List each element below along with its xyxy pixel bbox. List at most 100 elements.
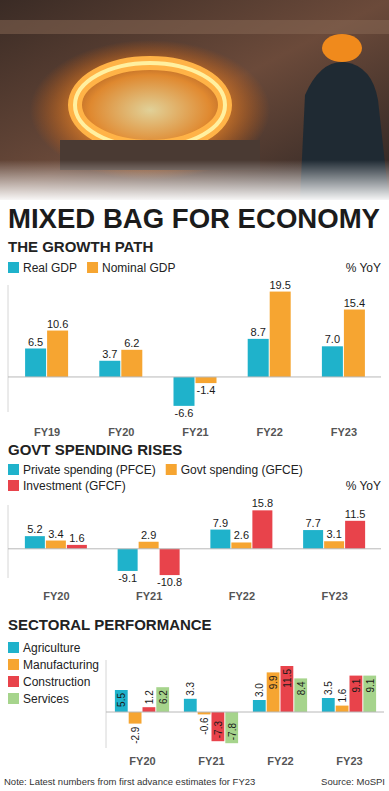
data-label: 3.7 [102, 348, 117, 360]
data-label: 7.9 [213, 517, 228, 529]
data-label: 2.6 [234, 529, 249, 541]
bar [345, 521, 365, 549]
data-label: 11.5 [345, 508, 366, 520]
category-label: FY23 [331, 426, 357, 438]
bar [47, 331, 68, 377]
axis-line [106, 660, 107, 748]
data-label: -10.8 [157, 576, 182, 588]
data-label: 6.2 [124, 337, 139, 349]
data-label: 2.9 [141, 529, 156, 541]
chart: THE GROWTH PATHReal GDPNominal GDP% YoY6… [8, 238, 381, 438]
bar [225, 712, 238, 743]
legend-swatch [8, 642, 19, 653]
bar [99, 361, 120, 377]
legend-label: Investment (GFCF) [23, 479, 126, 493]
bar [322, 698, 335, 712]
data-label: 15.4 [344, 297, 365, 309]
legend-swatch [8, 693, 19, 704]
category-label: FY21 [198, 755, 224, 767]
data-label: 9.1 [365, 678, 376, 692]
photo-beam [0, 20, 389, 34]
chart: GOVT SPENDING RISES Private spending (PFC… [8, 441, 381, 602]
data-label: -7.8 [227, 723, 238, 741]
bar [46, 541, 66, 549]
data-labels: 5.53.33.03.5-2.9-0.69.91.61.2-7.311.59.1… [116, 669, 375, 744]
category-label: FY20 [108, 426, 134, 438]
legend-swatch [8, 480, 19, 491]
bar [270, 292, 291, 377]
bar [174, 377, 195, 406]
data-label: 9.9 [268, 675, 279, 689]
bar [322, 346, 343, 377]
bar [253, 700, 266, 712]
data-label: 5.5 [116, 693, 127, 707]
data-label: 5.2 [27, 523, 42, 535]
data-label: 3.5 [323, 681, 334, 695]
bar [160, 549, 180, 575]
bar [294, 678, 307, 712]
photo-fade [0, 160, 389, 202]
legend-label: Real GDP [23, 261, 77, 275]
data-label: -1.4 [197, 384, 216, 396]
category-label: FY22 [257, 426, 283, 438]
bar [210, 530, 230, 549]
category-label: FY23 [321, 590, 347, 602]
baseline [106, 712, 384, 713]
data-label: -0.6 [199, 717, 210, 735]
data-label: 7.7 [305, 517, 320, 529]
data-label: -9.1 [118, 572, 137, 584]
data-label: -2.9 [130, 726, 141, 744]
data-label: 1.6 [337, 688, 348, 702]
bar [363, 676, 376, 712]
baseline [8, 548, 381, 549]
data-label: 9.1 [351, 678, 362, 692]
category-label: FY22 [229, 590, 255, 602]
legend-swatch [166, 464, 177, 475]
bar [25, 349, 46, 377]
bars [25, 292, 365, 406]
category-label: FY22 [267, 755, 293, 767]
bar [184, 699, 197, 712]
legend-label: Nominal GDP [102, 261, 175, 275]
data-label: 6.2 [158, 690, 169, 704]
photo-glow [30, 40, 270, 180]
data-label: 10.6 [47, 318, 68, 330]
data-label: 15.8 [252, 497, 273, 509]
bar [252, 510, 272, 548]
legend-label: Govt spending (GFCE) [181, 463, 303, 477]
chart-title: GOVT SPENDING RISES [8, 441, 182, 458]
bar [156, 687, 169, 712]
axis-line [8, 505, 9, 578]
bar [118, 549, 138, 571]
bar [336, 706, 349, 712]
data-label: 6.5 [28, 336, 43, 348]
category-label: FY20 [43, 590, 69, 602]
photo-coil [75, 63, 225, 147]
bar [25, 536, 45, 549]
legend-swatch [87, 262, 98, 273]
legend-swatch [8, 262, 19, 273]
data-label: 3.0 [254, 683, 265, 697]
data-labels: 6.53.7-6.68.77.010.66.2-1.419.515.4 [28, 279, 365, 419]
category-label: FY23 [336, 755, 362, 767]
data-label: 19.5 [269, 279, 290, 291]
data-labels: 5.2-9.17.97.73.42.92.63.11.6-10.815.811.… [27, 497, 365, 588]
bar [303, 530, 323, 549]
legend-swatch [8, 659, 19, 670]
category-label: FY21 [136, 590, 162, 602]
bar [344, 310, 365, 377]
legend-label: Private spending (PFCE) [23, 463, 156, 477]
bar [231, 542, 251, 548]
category-label: FY19 [34, 426, 60, 438]
legend-label: Services [23, 692, 69, 706]
bar [139, 542, 159, 549]
page-title: MIXED BAG FOR ECONOMY [8, 204, 380, 234]
bar [267, 672, 280, 712]
category-label: FY21 [182, 426, 208, 438]
bar [67, 545, 87, 549]
legend-swatch [8, 676, 19, 687]
legend-label: Manufacturing [23, 658, 99, 672]
photo-helmet [322, 34, 362, 62]
chart-title: THE GROWTH PATH [8, 238, 153, 255]
bar [143, 707, 156, 712]
